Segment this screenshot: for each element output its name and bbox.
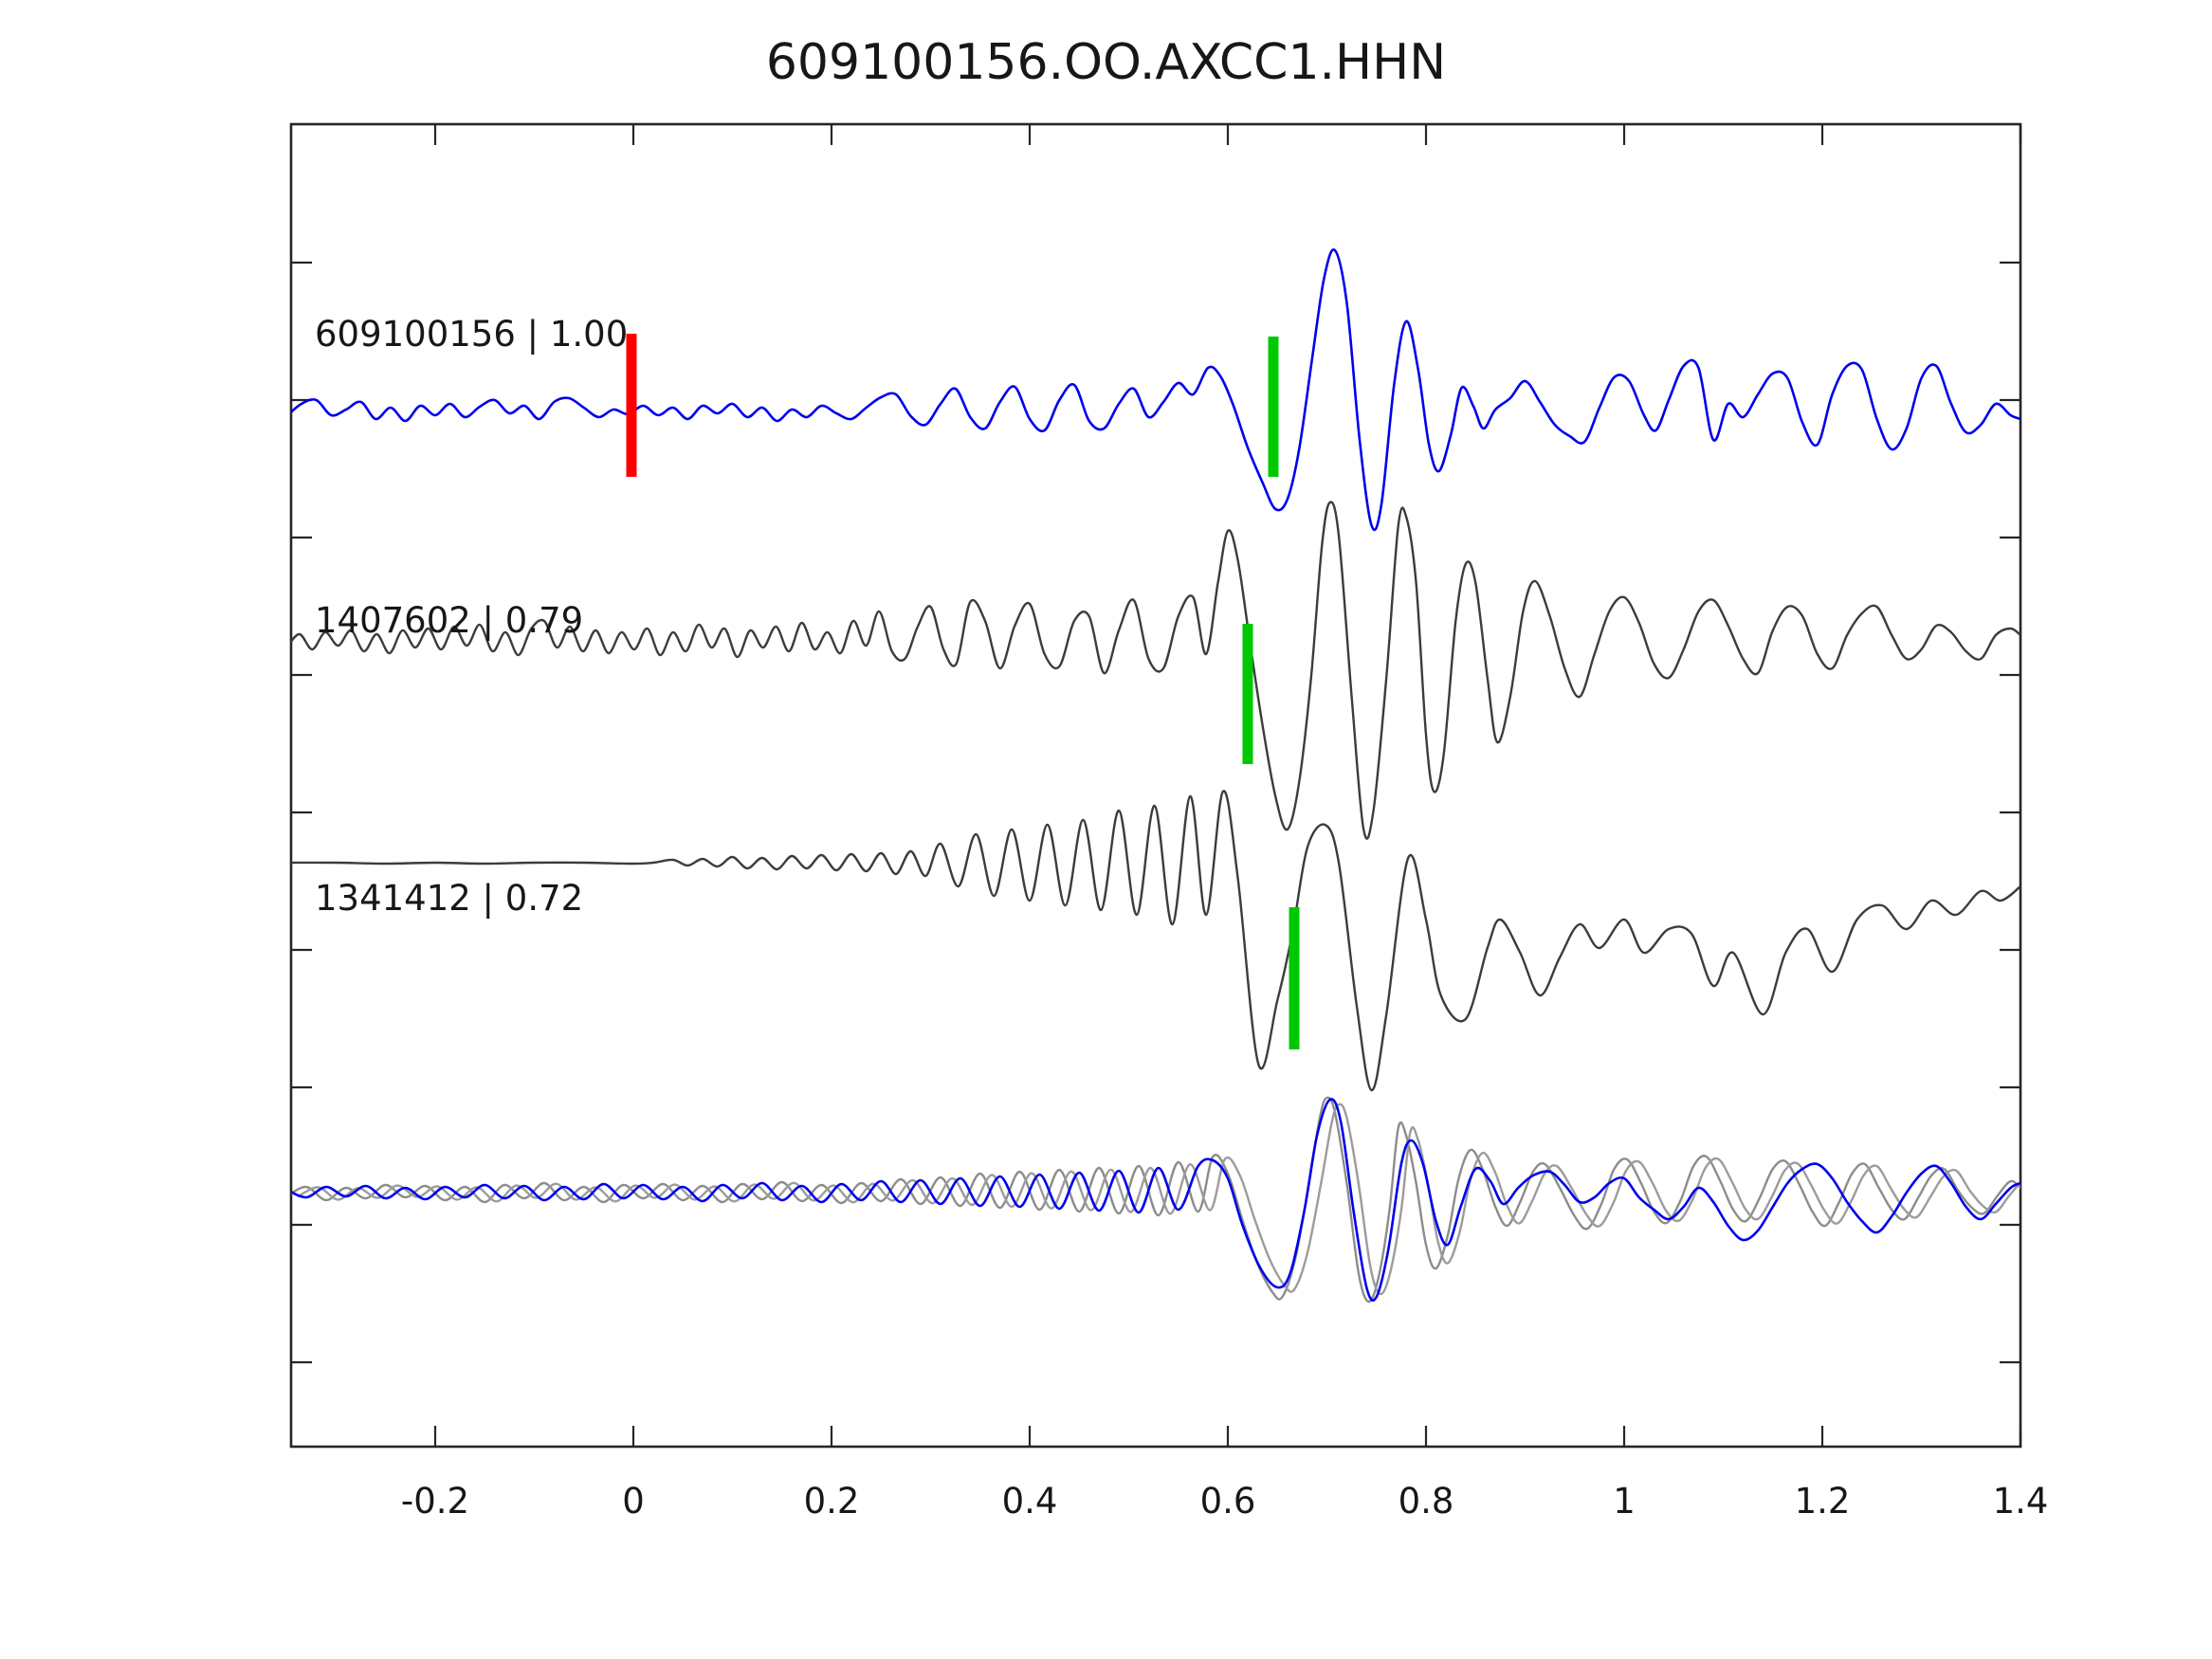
x-tick-label: 0.2 xyxy=(804,1481,860,1522)
plot-title: 609100156.OO.AXCC1.HHN xyxy=(765,34,1447,91)
waveform-1341412 xyxy=(291,790,2020,1092)
axes-box xyxy=(289,122,2022,1449)
x-tick-label: 0.6 xyxy=(1200,1481,1256,1522)
x-tick-label: 1.4 xyxy=(1993,1481,2049,1522)
x-tick-label: -0.2 xyxy=(401,1481,469,1522)
waveform-609100156 xyxy=(291,247,2020,532)
waveform-overlay-gray-2 xyxy=(297,1103,2020,1296)
trace-label-template: 609100156 | 1.00 xyxy=(315,314,629,355)
x-tick-label: 0.8 xyxy=(1398,1481,1454,1522)
waveform-overlay-gray-1 xyxy=(291,1096,2020,1304)
x-tick-label: 1.2 xyxy=(1795,1481,1851,1522)
x-tick-label: 1 xyxy=(1613,1481,1636,1522)
x-tick-label: 0 xyxy=(622,1481,645,1522)
waveform-1407602 xyxy=(291,501,2020,840)
waveform-overlay-blue xyxy=(291,1098,2020,1303)
trace-label-detection-2: 1341412 | 0.72 xyxy=(315,878,584,919)
x-tick-label: 0.4 xyxy=(1002,1481,1058,1522)
trace-label-detection-1: 1407602 | 0.79 xyxy=(315,600,584,641)
